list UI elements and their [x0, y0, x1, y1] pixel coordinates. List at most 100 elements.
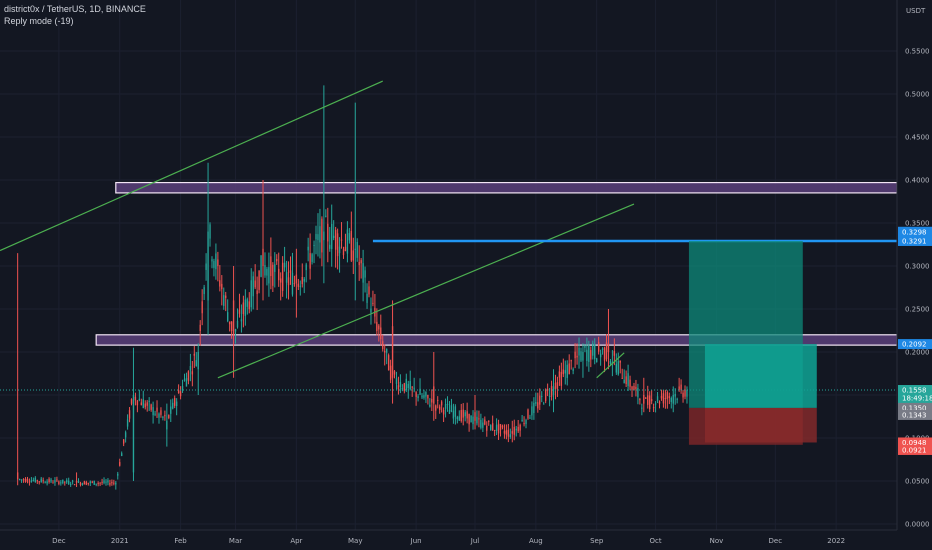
candle-body [262, 248, 264, 266]
candle-body [539, 395, 541, 405]
time-axis[interactable]: Dec 2021 Feb Mar Apr May Jun Jul Aug Sep Oct Nov Dec… [0, 529, 897, 545]
zone-rectangle[interactable] [115, 181, 898, 194]
candle-body [270, 256, 272, 277]
time-tick-label: Oct [650, 537, 662, 545]
candle-body [491, 423, 494, 430]
loss-zone-inner[interactable] [704, 407, 817, 443]
candle-body [588, 345, 590, 362]
candle-body [40, 478, 42, 483]
candle-body [470, 415, 472, 423]
candle-body [639, 399, 641, 401]
time-tick-label: 2021 [111, 537, 129, 545]
candle-body [230, 321, 233, 332]
profit-zone-inner[interactable] [704, 344, 817, 408]
candle-body [22, 479, 25, 481]
price-tag-label: 0.3298 [902, 228, 927, 236]
price-tag-background [898, 226, 932, 237]
candle-body [666, 392, 669, 399]
candle-body [568, 363, 570, 375]
candle-body [83, 481, 86, 485]
candle-body [248, 301, 250, 310]
candle-body [38, 481, 40, 483]
candle-body [279, 278, 282, 283]
candle-body [62, 479, 64, 484]
trendline[interactable] [596, 352, 625, 379]
candle-body [52, 482, 54, 484]
candle-body [442, 409, 445, 415]
candle-body [272, 264, 274, 286]
candle-body [472, 416, 474, 425]
candle-body [462, 409, 464, 418]
price-tag-background [898, 409, 932, 420]
candle-body [407, 383, 409, 389]
candle-body [348, 233, 351, 241]
candle-body [305, 264, 307, 271]
price-tag-label: 0.0921 [902, 446, 927, 454]
candle-body [311, 254, 313, 262]
candle-body [297, 283, 300, 287]
long-position-tool[interactable] [688, 240, 817, 445]
candle-body [278, 268, 280, 281]
candle-body [20, 479, 23, 481]
price-tick-label: 0.4000 [905, 177, 930, 185]
candle-body [456, 417, 459, 420]
candle-body [605, 342, 608, 360]
candle-body [413, 387, 415, 389]
time-tick-label: 2022 [827, 537, 845, 545]
candle-body [478, 418, 480, 420]
candle-body [162, 416, 164, 418]
candle-body [625, 376, 627, 384]
candle-body [334, 230, 337, 250]
candle-body [240, 319, 243, 322]
candle-body [46, 481, 48, 484]
candle-body [521, 419, 523, 422]
candle-body [607, 343, 610, 352]
candle-body [189, 366, 192, 371]
candle-body [511, 431, 513, 434]
candle-body [370, 308, 372, 313]
candle-body [584, 345, 586, 348]
price-axis-background [897, 0, 932, 550]
candle-body [437, 399, 439, 401]
candle-body [519, 424, 521, 431]
candle-body [615, 363, 618, 373]
candle-body [166, 420, 168, 430]
candle-body [586, 349, 588, 361]
candle-body [258, 270, 260, 290]
candle-body [223, 295, 225, 306]
candle-body [293, 283, 296, 285]
candle-body [95, 483, 97, 485]
candle-body [113, 482, 115, 484]
candle-body [425, 392, 427, 397]
candle-body [136, 400, 139, 406]
candle-body [423, 395, 425, 398]
candle-body [124, 432, 127, 438]
candle-body [158, 413, 160, 418]
candle-body [438, 406, 441, 410]
candle-body [368, 286, 370, 295]
candle-body [274, 264, 276, 272]
candle-body [213, 260, 215, 268]
price-tag-background [898, 437, 932, 448]
candle-body [126, 419, 129, 427]
candle-body [629, 379, 631, 387]
candle-body [142, 399, 144, 409]
candle-body [340, 239, 343, 241]
candle-body [562, 369, 565, 375]
trendline[interactable] [217, 203, 635, 379]
candle-body [517, 426, 519, 432]
candle-body [191, 371, 194, 375]
candle-body [234, 329, 237, 332]
candle-body [552, 386, 555, 395]
candle-body [18, 479, 21, 481]
trendline[interactable] [0, 80, 383, 252]
candle-body [656, 396, 659, 401]
candle-body [680, 384, 682, 390]
candle-body [121, 453, 123, 457]
candle-body [490, 425, 492, 431]
candle-body [599, 353, 602, 358]
candle-body [452, 410, 455, 419]
candle-body [329, 244, 331, 249]
price-axis[interactable]: 0.5500 0.5000 0.4500 0.4000 0.3500 0.3000 0.25… [896, 0, 932, 550]
